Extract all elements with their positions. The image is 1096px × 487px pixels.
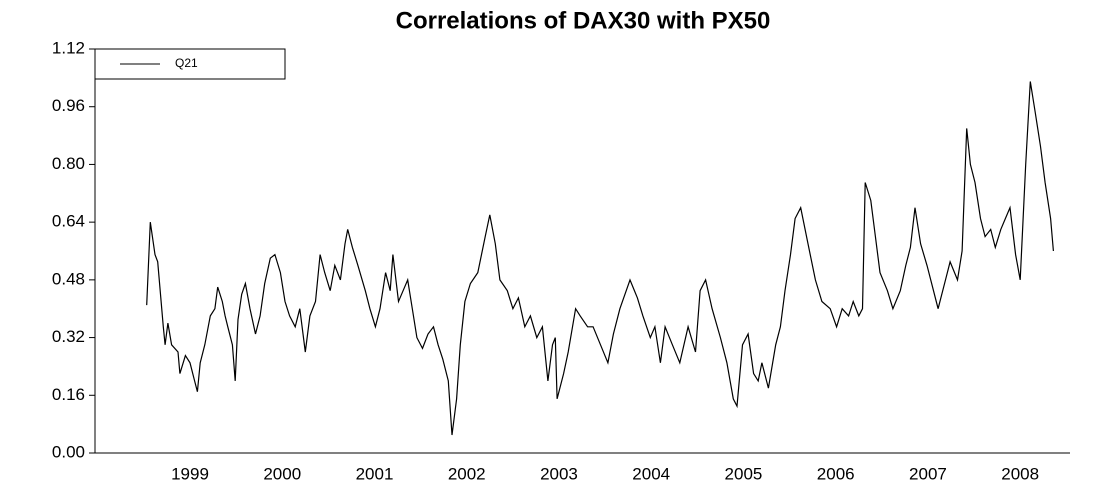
chart-title: Correlations of DAX30 with PX50 [396,7,771,34]
x-tick-label: 2000 [263,464,301,483]
y-tick-label: 0.16 [52,385,85,404]
x-tick-label: 2004 [632,464,670,483]
legend-label: Q21 [175,56,198,70]
x-tick-label: 2002 [448,464,486,483]
y-tick-label: 0.96 [52,96,85,115]
x-tick-label: 2006 [817,464,855,483]
x-tick-label: 2008 [1001,464,1039,483]
y-tick-label: 0.80 [52,154,85,173]
x-tick-label: 1999 [171,464,209,483]
series-line [146,81,1054,436]
y-tick-label: 1.12 [52,38,85,57]
x-tick-label: 2005 [725,464,763,483]
legend-box [94,48,286,80]
x-tick-label: 2007 [909,464,947,483]
x-tick-label: 2003 [540,464,578,483]
y-tick-label: 0.32 [52,327,85,346]
y-tick-label: 0.64 [52,212,85,231]
x-tick-label: 2001 [356,464,394,483]
y-tick-label: 0.48 [52,269,85,288]
y-tick-label: 0.00 [52,442,85,461]
